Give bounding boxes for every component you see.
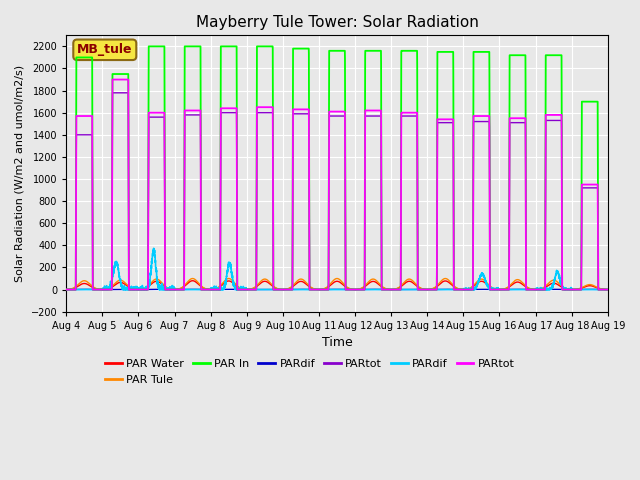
Y-axis label: Solar Radiation (W/m2 and umol/m2/s): Solar Radiation (W/m2 and umol/m2/s) — [15, 65, 25, 282]
Title: Mayberry Tule Tower: Solar Radiation: Mayberry Tule Tower: Solar Radiation — [196, 15, 479, 30]
X-axis label: Time: Time — [322, 336, 353, 349]
Legend: PAR Water, PAR Tule, PAR In, PARdif, PARtot, PARdif, PARtot: PAR Water, PAR Tule, PAR In, PARdif, PAR… — [101, 355, 519, 389]
Text: MB_tule: MB_tule — [77, 43, 132, 56]
